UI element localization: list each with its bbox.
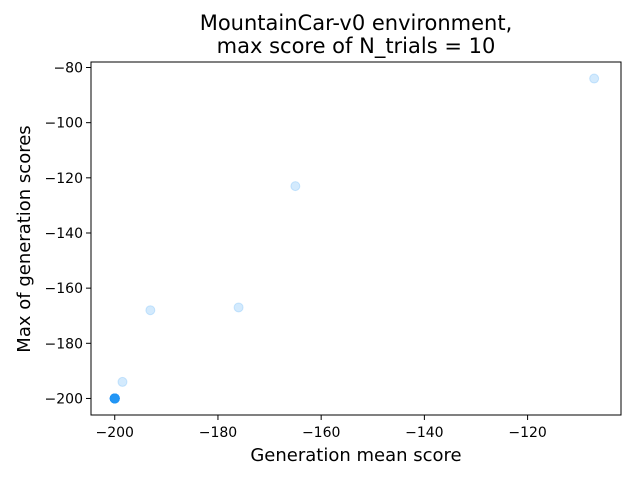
data-point-10 (109, 393, 120, 404)
data-point-24 (109, 393, 120, 404)
x-tick-label-1: −180 (199, 425, 237, 441)
data-point-25 (117, 376, 128, 387)
x-tick-label-3: −140 (405, 425, 443, 441)
data-point-26 (145, 305, 156, 316)
data-point-22 (109, 393, 120, 404)
y-tick-label-1: −180 (45, 336, 83, 352)
data-point-20 (109, 393, 120, 404)
chart-title-line-1: MountainCar-v0 environment, (200, 11, 513, 35)
data-point-28 (290, 181, 301, 192)
y-axis-label: Max of generation scores (14, 125, 35, 352)
x-tick-label-4: −120 (508, 425, 546, 441)
data-point-18 (109, 393, 120, 404)
data-point-4 (109, 393, 120, 404)
data-point-29 (589, 73, 600, 84)
data-point-16 (109, 393, 120, 404)
data-point-12 (109, 393, 120, 404)
data-point-13 (109, 393, 120, 404)
y-tick-label-4: −120 (45, 171, 83, 187)
plot-frame (90, 61, 622, 416)
y-axis-ticks: −200 −180 −160 −140 −120 −100 −80 (45, 61, 91, 407)
y-tick-label-3: −140 (45, 226, 83, 242)
y-tick-label-6: −80 (53, 61, 83, 77)
chart-title-line-2: max score of N_trials = 10 (217, 34, 496, 59)
x-tick-label-0: −200 (96, 425, 134, 441)
data-point-17 (109, 393, 120, 404)
data-points (109, 73, 600, 404)
data-point-19 (109, 393, 120, 404)
x-tick-label-2: −160 (302, 425, 340, 441)
data-point-5 (109, 393, 120, 404)
y-tick-label-0: −200 (45, 391, 83, 407)
y-tick-label-2: −160 (45, 281, 83, 297)
data-point-27 (233, 302, 244, 313)
data-point-6 (109, 393, 120, 404)
data-point-14 (109, 393, 120, 404)
data-point-21 (109, 393, 120, 404)
data-point-3 (109, 393, 120, 404)
data-point-8 (109, 393, 120, 404)
data-point-11 (109, 393, 120, 404)
data-point-23 (109, 393, 120, 404)
data-point-7 (109, 393, 120, 404)
data-point-2 (109, 393, 120, 404)
data-point-15 (109, 393, 120, 404)
data-point-9 (109, 393, 120, 404)
y-tick-label-5: −100 (45, 116, 83, 132)
x-axis-ticks: −200 −180 −160 −140 −120 (96, 415, 547, 441)
x-axis-label: Generation mean score (250, 445, 461, 466)
data-point-0 (109, 393, 120, 404)
data-point-1 (109, 393, 120, 404)
